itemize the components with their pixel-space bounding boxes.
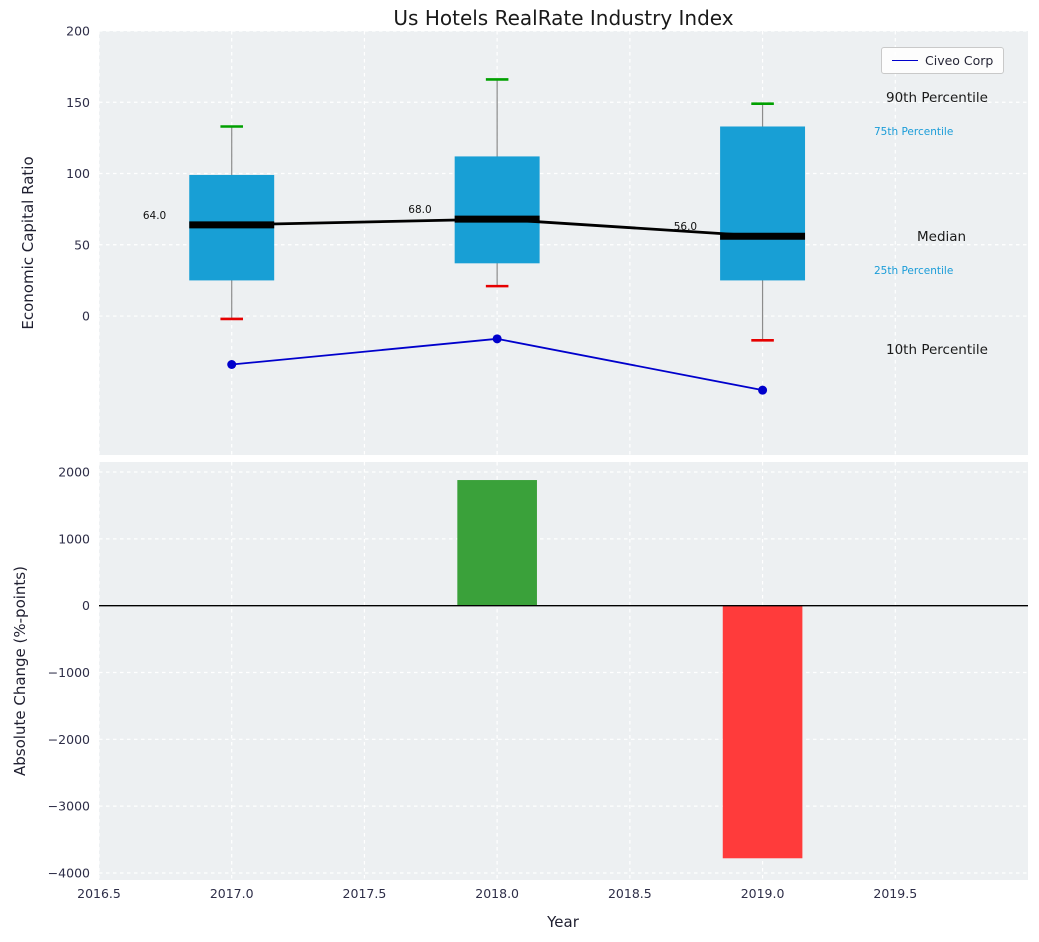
- top-ytick-label: 200: [66, 24, 90, 39]
- median-value-label: 64.0: [143, 210, 166, 222]
- bottom-ytick-label: −3000: [48, 799, 90, 814]
- xtick-label: 2019.0: [741, 886, 785, 901]
- xtick-label: 2017.5: [343, 886, 387, 901]
- xtick-label: 2018.5: [608, 886, 652, 901]
- bottom-plot-background: [99, 462, 1028, 880]
- bottom-ytick-label: 2000: [58, 465, 90, 480]
- bottom-y-axis-label: Absolute Change (%-points): [11, 566, 29, 776]
- annotation-25th-percentile: 25th Percentile: [874, 265, 954, 277]
- xtick-label: 2019.5: [873, 886, 917, 901]
- bottom-ytick-label: −2000: [48, 732, 90, 747]
- bottom-ytick-label: 1000: [58, 531, 90, 546]
- top-ytick-label: 50: [74, 237, 90, 252]
- top-y-axis-label: Economic Capital Ratio: [19, 156, 37, 330]
- negative-change-bar: [722, 605, 803, 859]
- bottom-ytick-label: −4000: [48, 865, 90, 880]
- annotation-75th-percentile: 75th Percentile: [874, 126, 954, 138]
- iqr-box: [454, 156, 540, 264]
- legend: Civeo Corp: [881, 47, 1005, 74]
- top-ytick-label: 0: [82, 309, 90, 324]
- bottom-ytick-label: 0: [82, 598, 90, 613]
- xtick-label: 2017.0: [210, 886, 254, 901]
- civeo-marker: [758, 385, 768, 395]
- xtick-label: 2018.0: [475, 886, 519, 901]
- median-value-label: 68.0: [408, 204, 431, 216]
- median-value-label: 56.0: [674, 221, 697, 233]
- civeo-marker: [492, 334, 502, 344]
- xtick-label: 2016.5: [77, 886, 121, 901]
- legend-line-sample-icon: [892, 60, 918, 61]
- top-ytick-label: 150: [66, 95, 90, 110]
- civeo-marker: [227, 359, 237, 369]
- positive-change-bar: [457, 480, 537, 606]
- annotation-90th-percentile: 90th Percentile: [886, 90, 988, 106]
- legend-label: Civeo Corp: [925, 53, 994, 68]
- annotation-median: Median: [917, 229, 967, 245]
- annotation-10th-percentile: 10th Percentile: [886, 342, 988, 358]
- iqr-box: [720, 126, 806, 281]
- top-ytick-label: 100: [66, 166, 90, 181]
- bottom-ytick-label: −1000: [48, 665, 90, 680]
- top-gridlines: [98, 30, 1028, 455]
- x-axis-label: Year: [547, 913, 579, 931]
- chart-title: Us Hotels RealRate Industry Index: [393, 6, 734, 30]
